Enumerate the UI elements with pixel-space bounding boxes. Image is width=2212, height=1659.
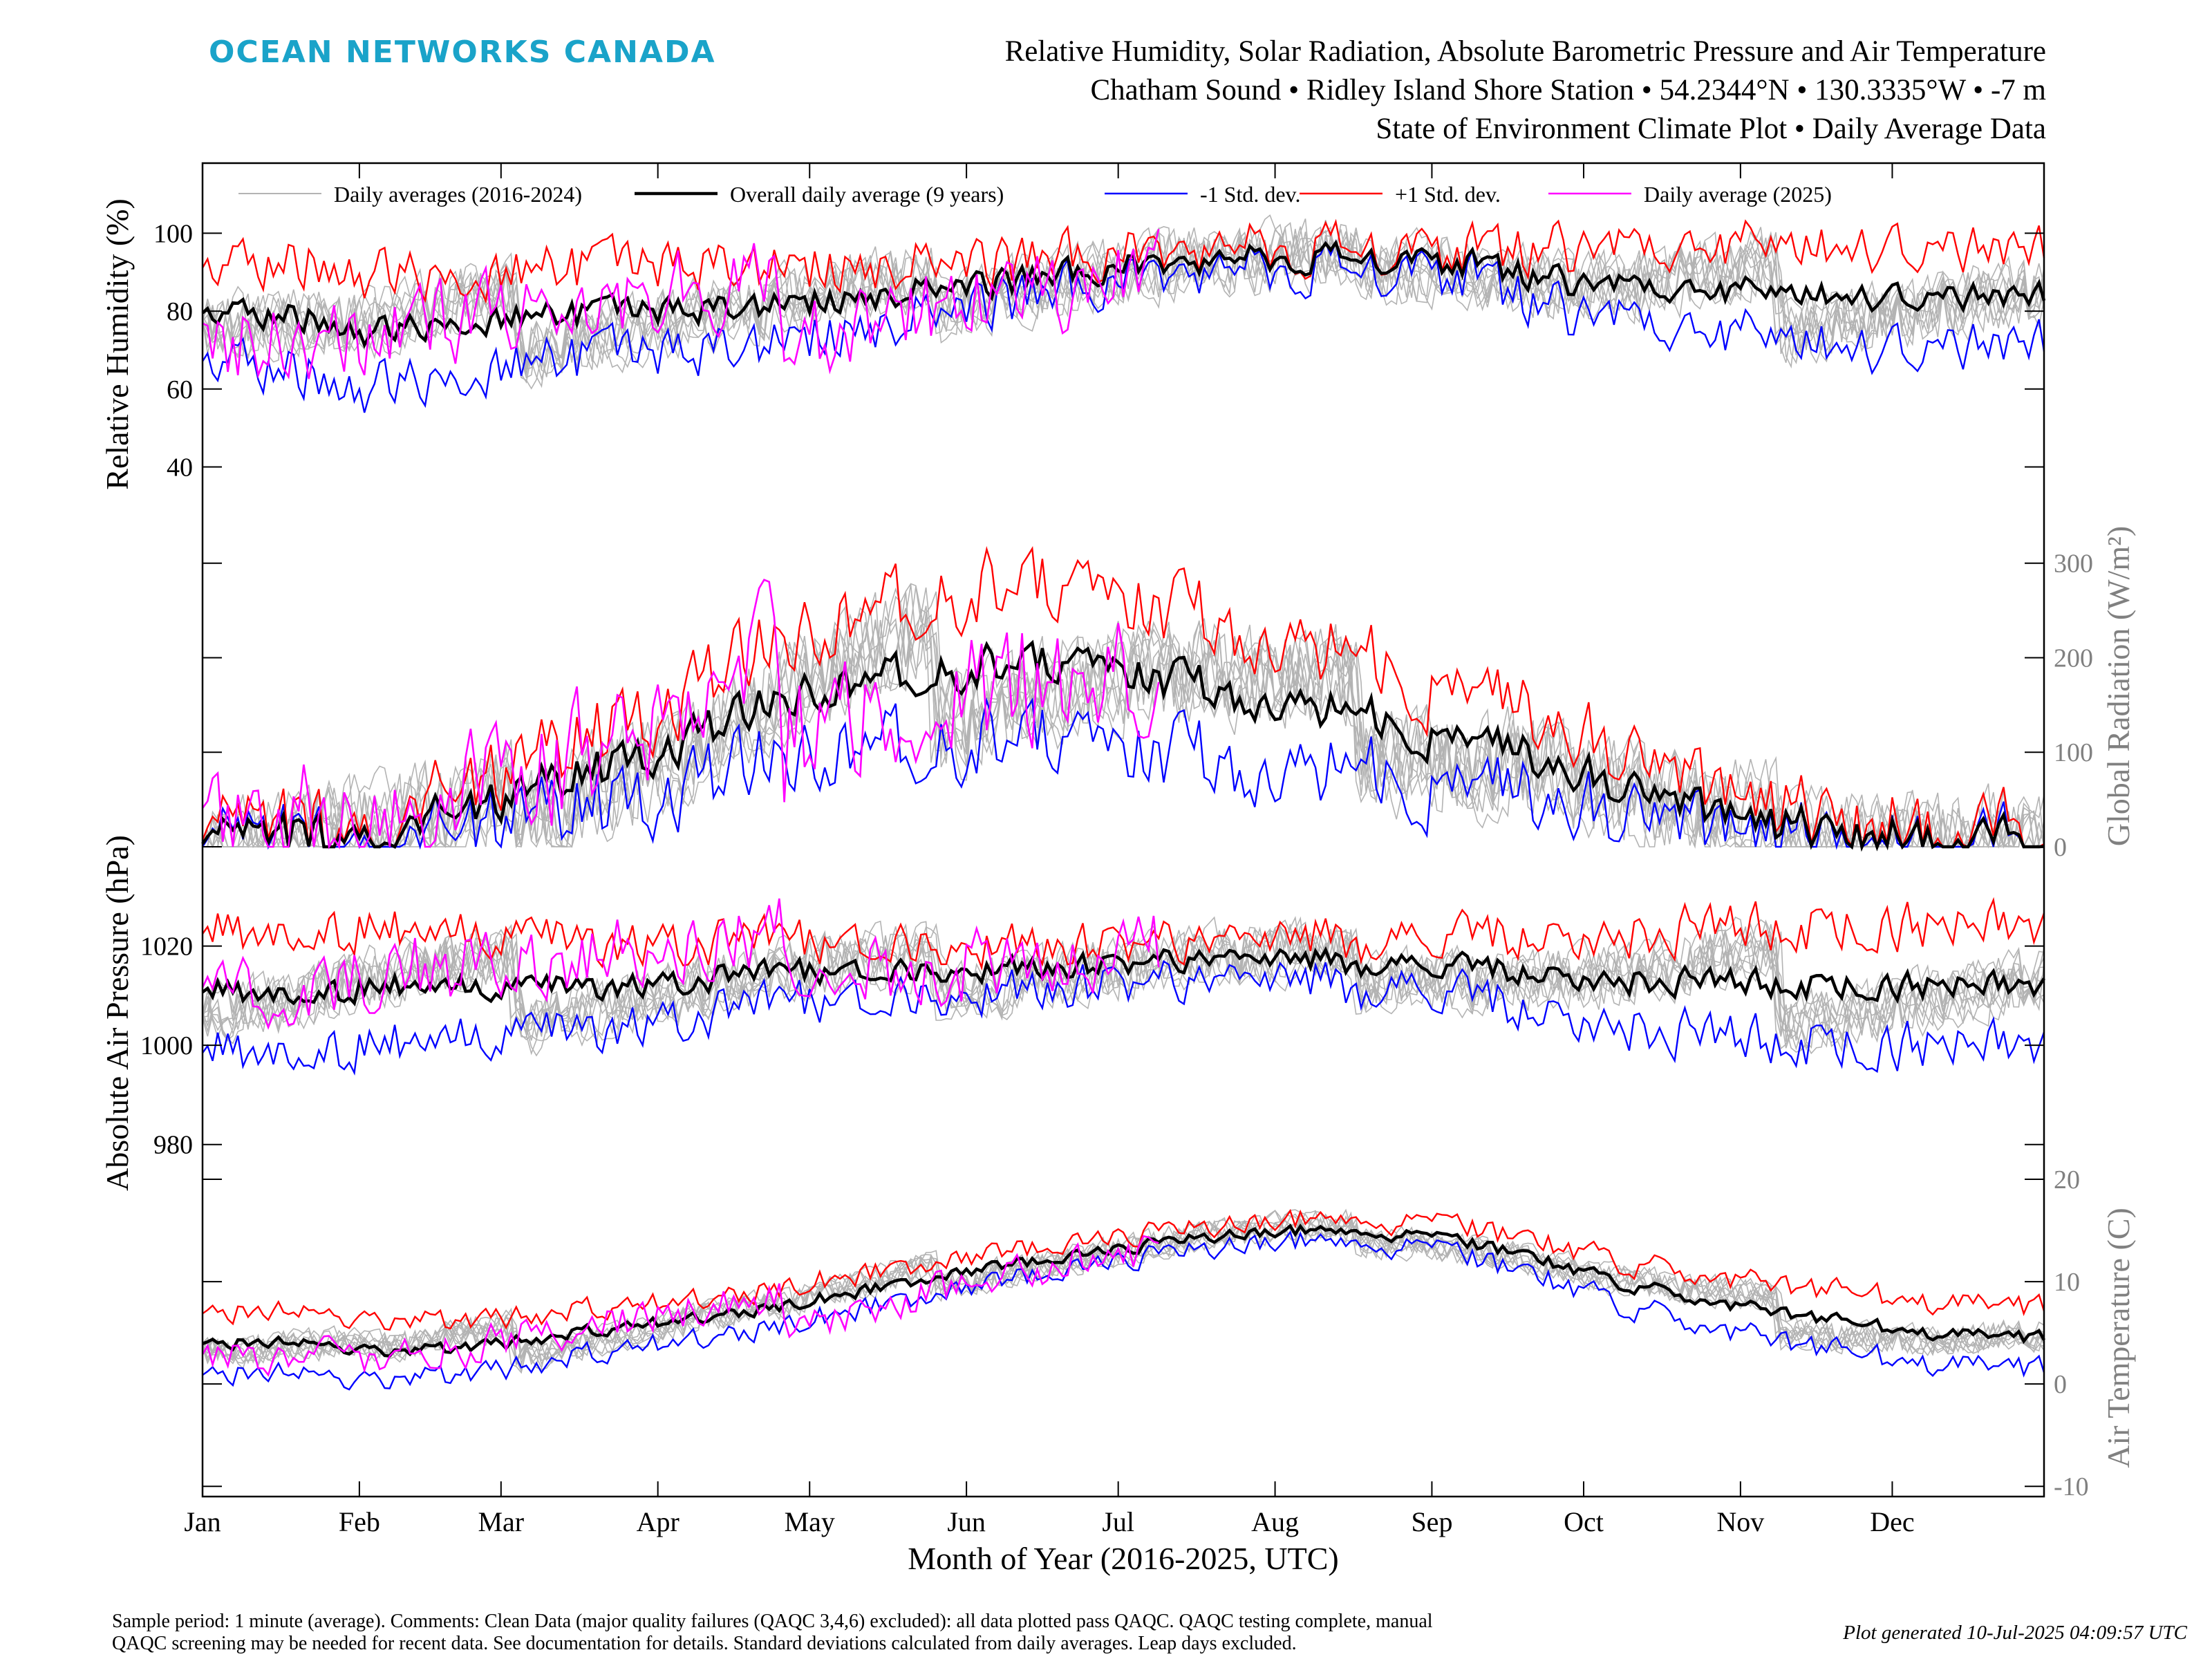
x-tick-label-Apr: Apr xyxy=(637,1506,679,1537)
historical-year-line-3 xyxy=(202,1217,2045,1369)
y-axis-label-humidity: Relative Humidity (%) xyxy=(100,198,135,490)
y-tick-label-humidity-80: 80 xyxy=(167,297,193,326)
historical-year-line-9 xyxy=(203,606,2044,849)
x-tick-label-May: May xyxy=(785,1506,835,1537)
x-tick-label-Jan: Jan xyxy=(184,1506,221,1537)
historical-year-line-3 xyxy=(202,227,2045,379)
x-tick-label-Oct: Oct xyxy=(1564,1506,1604,1537)
y-tick-label-humidity-40: 40 xyxy=(167,453,193,482)
y-tick-label-radiation-100: 100 xyxy=(2054,738,2093,767)
x-tick-label-Jun: Jun xyxy=(947,1506,986,1537)
mean-line-humidity xyxy=(201,239,2046,349)
historical-year-line-6 xyxy=(202,218,2045,371)
minus-sd-line-temperature xyxy=(202,1230,2045,1391)
chart-legend: Daily averages (2016-2024) Overall daily … xyxy=(238,182,1832,207)
panel-temperature xyxy=(201,1208,2045,1391)
y-axis-label-radiation: Global Radiation (W/m²) xyxy=(2101,526,2136,846)
x-axis-label: Month of Year (2016-2025, UTC) xyxy=(908,1541,1339,1576)
current-year-line-temperature xyxy=(201,1235,1159,1377)
y-tick-label-pressure-1020: 1020 xyxy=(140,932,193,962)
plus-sd-line-radiation xyxy=(201,545,2045,850)
historical-year-line-5 xyxy=(202,924,2045,1042)
historical-year-line-9 xyxy=(202,916,2045,1055)
current-year-line-humidity xyxy=(202,229,1160,379)
mean-line-pressure xyxy=(201,946,2045,1006)
minus-sd-line-radiation xyxy=(201,697,2044,850)
x-tick-label-Jul: Jul xyxy=(1102,1506,1134,1537)
y-tick-label-radiation-0: 0 xyxy=(2054,833,2067,862)
footnote-line-1: Sample period: 1 minute (average). Comme… xyxy=(112,1611,1433,1632)
plus-sd-line-humidity xyxy=(201,218,2045,304)
mean-line-radiation xyxy=(201,639,2045,852)
historical-year-line-1 xyxy=(202,591,2044,849)
historical-year-line-2 xyxy=(202,920,2045,1049)
y-axis-label-temperature: Air Temperature (C) xyxy=(2101,1208,2136,1468)
minus-sd-line-pressure xyxy=(202,959,2045,1076)
y-tick-label-temperature-0: 0 xyxy=(2054,1370,2067,1399)
panel-humidity xyxy=(201,214,2046,413)
legend-label-5: Daily average (2025) xyxy=(1644,182,1832,207)
historical-year-line-7 xyxy=(202,922,2045,1041)
minus-sd-line-humidity xyxy=(201,238,2045,413)
x-tick-label-Dec: Dec xyxy=(1870,1506,1914,1537)
legend-label-3: -1 Std. dev. xyxy=(1200,182,1300,207)
y-tick-label-pressure-980: 980 xyxy=(153,1131,193,1160)
x-tick-label-Aug: Aug xyxy=(1251,1506,1299,1537)
ocean-networks-canada-logo: OCEAN NETWORKS CANADA xyxy=(209,35,716,70)
y-tick-label-humidity-60: 60 xyxy=(167,375,193,404)
y-tick-label-temperature--10: -10 xyxy=(2054,1472,2089,1501)
historical-year-line-6 xyxy=(202,921,2045,1041)
plot-frame xyxy=(201,162,2045,1498)
mean-line-temperature xyxy=(202,1224,2045,1358)
x-tick-label-Nov: Nov xyxy=(1716,1506,1764,1537)
panel-pressure xyxy=(201,897,2045,1076)
y-tick-label-radiation-200: 200 xyxy=(2054,644,2093,673)
y-axis-label-pressure: Absolute Air Pressure (hPa) xyxy=(100,835,135,1191)
chart-title: Relative Humidity, Solar Radiation, Abso… xyxy=(1004,35,2046,68)
historical-year-line-6 xyxy=(203,584,2045,850)
historical-year-line-3 xyxy=(203,586,2045,848)
current-year-line-radiation xyxy=(201,579,1160,850)
y-tick-label-humidity-100: 100 xyxy=(153,219,193,248)
chart-subtitle-description: State of Environment Climate Plot • Dail… xyxy=(1376,113,2046,145)
panels-layer xyxy=(201,214,2046,1391)
plus-sd-line-temperature xyxy=(202,1208,2045,1331)
y-tick-label-temperature-20: 20 xyxy=(2054,1165,2080,1194)
x-tick-label-Mar: Mar xyxy=(478,1506,524,1537)
legend-label-2: Overall daily average (9 years) xyxy=(730,182,1004,207)
legend-label-4: +1 Std. dev. xyxy=(1395,182,1501,207)
footnote-line-2: QAQC screening may be needed for recent … xyxy=(112,1633,1297,1654)
historical-year-line-8 xyxy=(203,601,2044,850)
legend-label-1: Daily averages (2016-2024) xyxy=(334,182,582,207)
plot-generated-timestamp: Plot generated 10-Jul-2025 04:09:57 UTC xyxy=(1843,1622,2187,1644)
plus-sd-line-pressure xyxy=(202,897,2045,971)
x-tick-label-Feb: Feb xyxy=(339,1506,380,1537)
chart-subtitle-location: Chatham Sound • Ridley Island Shore Stat… xyxy=(1090,74,2046,106)
current-year-line-pressure xyxy=(201,898,1160,1030)
panel-radiation xyxy=(201,545,2045,852)
y-tick-label-pressure-1000: 1000 xyxy=(140,1031,193,1060)
x-tick-label-Sep: Sep xyxy=(1411,1506,1452,1537)
y-tick-label-temperature-10: 10 xyxy=(2054,1268,2080,1297)
historical-year-line-9 xyxy=(202,222,2045,388)
y-tick-label-radiation-300: 300 xyxy=(2054,550,2093,579)
historical-year-line-8 xyxy=(202,226,2045,390)
